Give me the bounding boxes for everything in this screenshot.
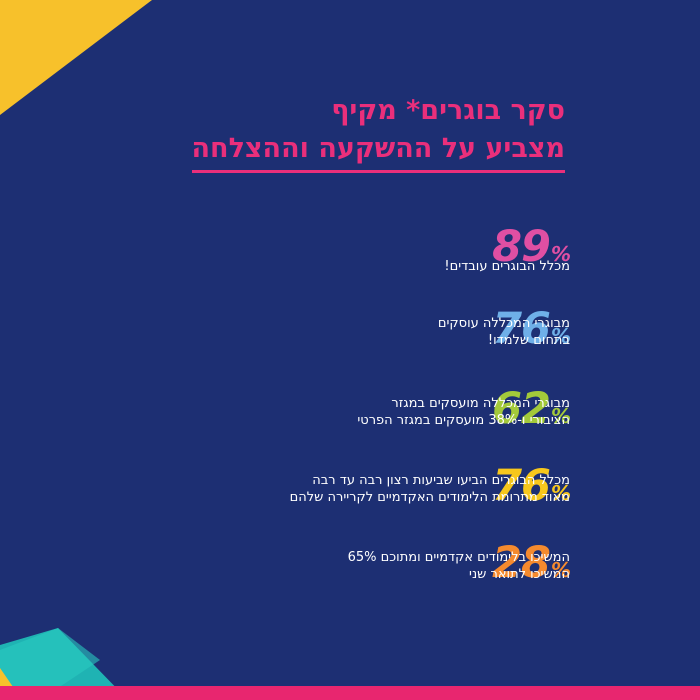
stat-value: 76 <box>492 461 551 511</box>
stat-percent: 76% <box>478 304 571 361</box>
stat-percent: 89% <box>478 222 571 279</box>
stat-value: 76 <box>492 304 551 354</box>
stat-text-line: מבוגרי המכללה מועסקים במגזר <box>391 396 570 411</box>
stat-text-line: מכלל הבוגרים עובדים! <box>444 259 570 274</box>
title-line-1: סקר בוגרים* מקיף <box>331 95 565 126</box>
stat-text-line: המשיכו לתואר שני <box>469 567 570 582</box>
stat-value: 89 <box>492 222 551 272</box>
stat-text: מבוגרי המכללה עוסקים בתחום שלמדו! <box>110 315 570 349</box>
page-title: סקר בוגרים* מקיף מצביע על ההשקעה וההצלחה <box>60 92 565 173</box>
percent-sign: % <box>550 242 571 266</box>
stat-text: מכלל הבוגרים עובדים! <box>110 258 570 275</box>
stat-percent: 62% <box>478 384 571 441</box>
percent-sign: % <box>550 481 571 505</box>
stat-percent: 76% <box>478 461 571 518</box>
stat-text: מכלל הבוגרים הביעו שביעות רצון רבה עד רב… <box>110 472 570 506</box>
stat-text-line: המשיכו בלימודים אקדמיים ומתוכם 65% <box>347 550 570 565</box>
stat-value: 28 <box>492 538 551 588</box>
stat-text-line: מבוגרי המכללה עוסקים <box>437 316 570 331</box>
percent-sign: % <box>550 404 571 428</box>
stat-text: המשיכו בלימודים אקדמיים ומתוכם 65% המשיכ… <box>110 549 570 583</box>
stat-text-line: הציבורי ו-38% מועסקים במגזר הפרטי <box>357 413 570 428</box>
stat-percent: 28% <box>478 538 571 595</box>
percent-sign: % <box>550 558 571 582</box>
stat-text: מבוגרי המכללה מועסקים במגזר הציבורי ו-38… <box>110 395 570 429</box>
stat-text-line: בתחום שלמדו! <box>487 333 570 348</box>
percent-sign: % <box>550 324 571 348</box>
title-line-2: מצביע על ההשקעה וההצלחה <box>191 130 565 173</box>
stat-text-line: מכלל הבוגרים הביעו שביעות רצון רבה עד רב… <box>312 473 570 488</box>
stat-value: 62 <box>492 384 551 434</box>
stat-text-line: מאוד מתרומת הלימודים האקדמיים לקריירה של… <box>289 490 570 505</box>
